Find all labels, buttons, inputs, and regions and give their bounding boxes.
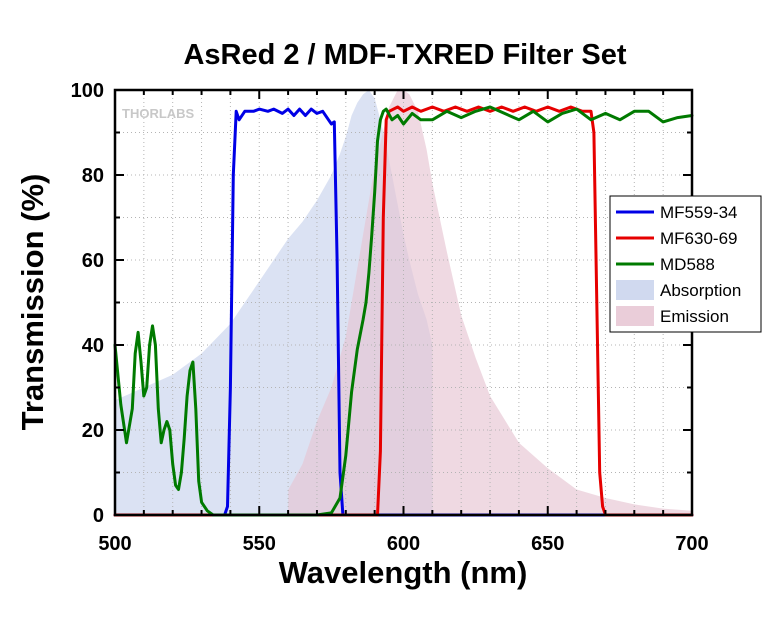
legend-label-mf630-69: MF630-69: [660, 229, 737, 248]
watermark-text: THORLABS: [122, 106, 195, 121]
x-tick-label: 700: [675, 533, 708, 555]
x-tick-label: 550: [243, 533, 276, 555]
tick-label-layer: 500 550 600 650 700 0 20 40 60 80 100: [71, 80, 709, 555]
legend-label-md588: MD588: [660, 255, 715, 274]
legend-swatch-emission: [616, 306, 654, 326]
x-tick-label: 500: [98, 533, 131, 555]
series-line-mf630-69: [113, 105, 694, 517]
line-layer: [113, 105, 694, 517]
series-line-mf559-34: [113, 107, 694, 517]
y-tick-label: 20: [82, 420, 104, 442]
series-line-md588: [113, 105, 694, 517]
legend: MF559-34 MF630-69 MD588 Absorption Emission: [609, 195, 762, 333]
legend-label-absorption: Absorption: [660, 281, 741, 300]
chart-title: AsRed 2 / MDF-TXRED Filter Set: [183, 39, 626, 71]
x-axis-label: Wavelength (nm): [279, 555, 528, 590]
y-tick-label: 0: [93, 505, 104, 527]
x-tick-label: 650: [531, 533, 564, 555]
x-tick-label: 600: [387, 533, 420, 555]
legend-label-emission: Emission: [660, 307, 729, 326]
legend-label-mf559-34: MF559-34: [660, 203, 737, 222]
legend-swatch-absorption: [616, 280, 654, 300]
y-tick-label: 60: [82, 250, 104, 272]
y-axis-label: Transmission (%): [15, 174, 50, 431]
y-tick-label: 100: [71, 80, 104, 102]
y-tick-label: 80: [82, 165, 104, 187]
y-tick-label: 40: [82, 335, 104, 357]
